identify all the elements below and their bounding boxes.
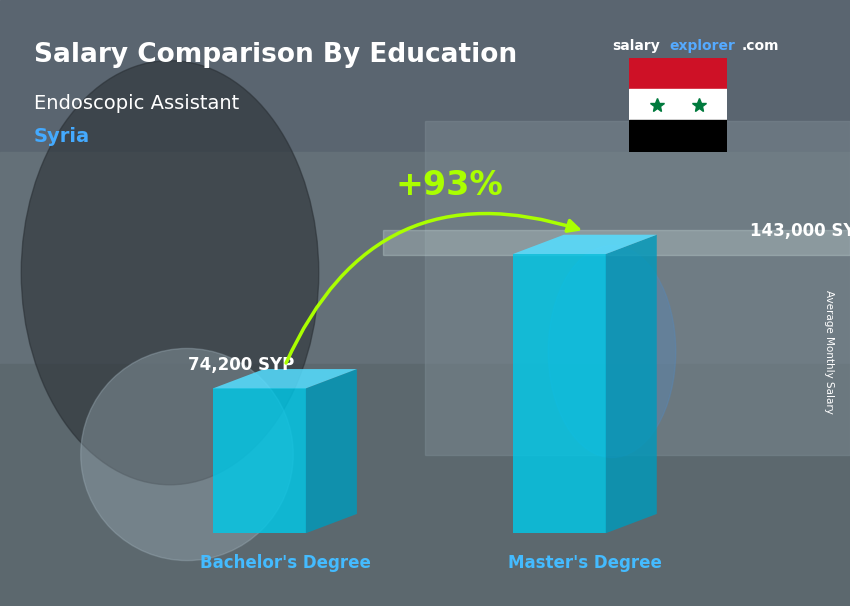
Polygon shape [513,254,606,533]
Text: .com: .com [742,39,779,53]
Bar [629,58,727,89]
Polygon shape [213,369,357,388]
Text: +93%: +93% [395,170,503,202]
Ellipse shape [81,348,293,561]
Bar [629,89,727,120]
FancyArrowPatch shape [286,213,579,363]
Text: Endoscopic Assistant: Endoscopic Assistant [34,94,239,113]
Bar [629,120,727,152]
Text: Salary Comparison By Education: Salary Comparison By Education [34,42,517,68]
Polygon shape [513,235,657,254]
Bar [425,121,850,454]
Bar [0,152,850,364]
Text: Bachelor's Degree: Bachelor's Degree [200,554,371,573]
Text: Master's Degree: Master's Degree [508,554,662,573]
Text: 143,000 SYP: 143,000 SYP [750,222,850,240]
Text: explorer: explorer [670,39,736,53]
Bar [0,364,850,606]
Ellipse shape [21,61,319,485]
Text: 74,200 SYP: 74,200 SYP [188,356,294,375]
Bar [0,0,850,152]
Text: Average Monthly Salary: Average Monthly Salary [824,290,834,413]
Ellipse shape [548,245,676,458]
Polygon shape [213,388,306,533]
Polygon shape [606,235,657,533]
Polygon shape [306,369,357,533]
Text: Syria: Syria [34,127,90,146]
Text: salary: salary [612,39,660,53]
Bar [382,230,850,255]
